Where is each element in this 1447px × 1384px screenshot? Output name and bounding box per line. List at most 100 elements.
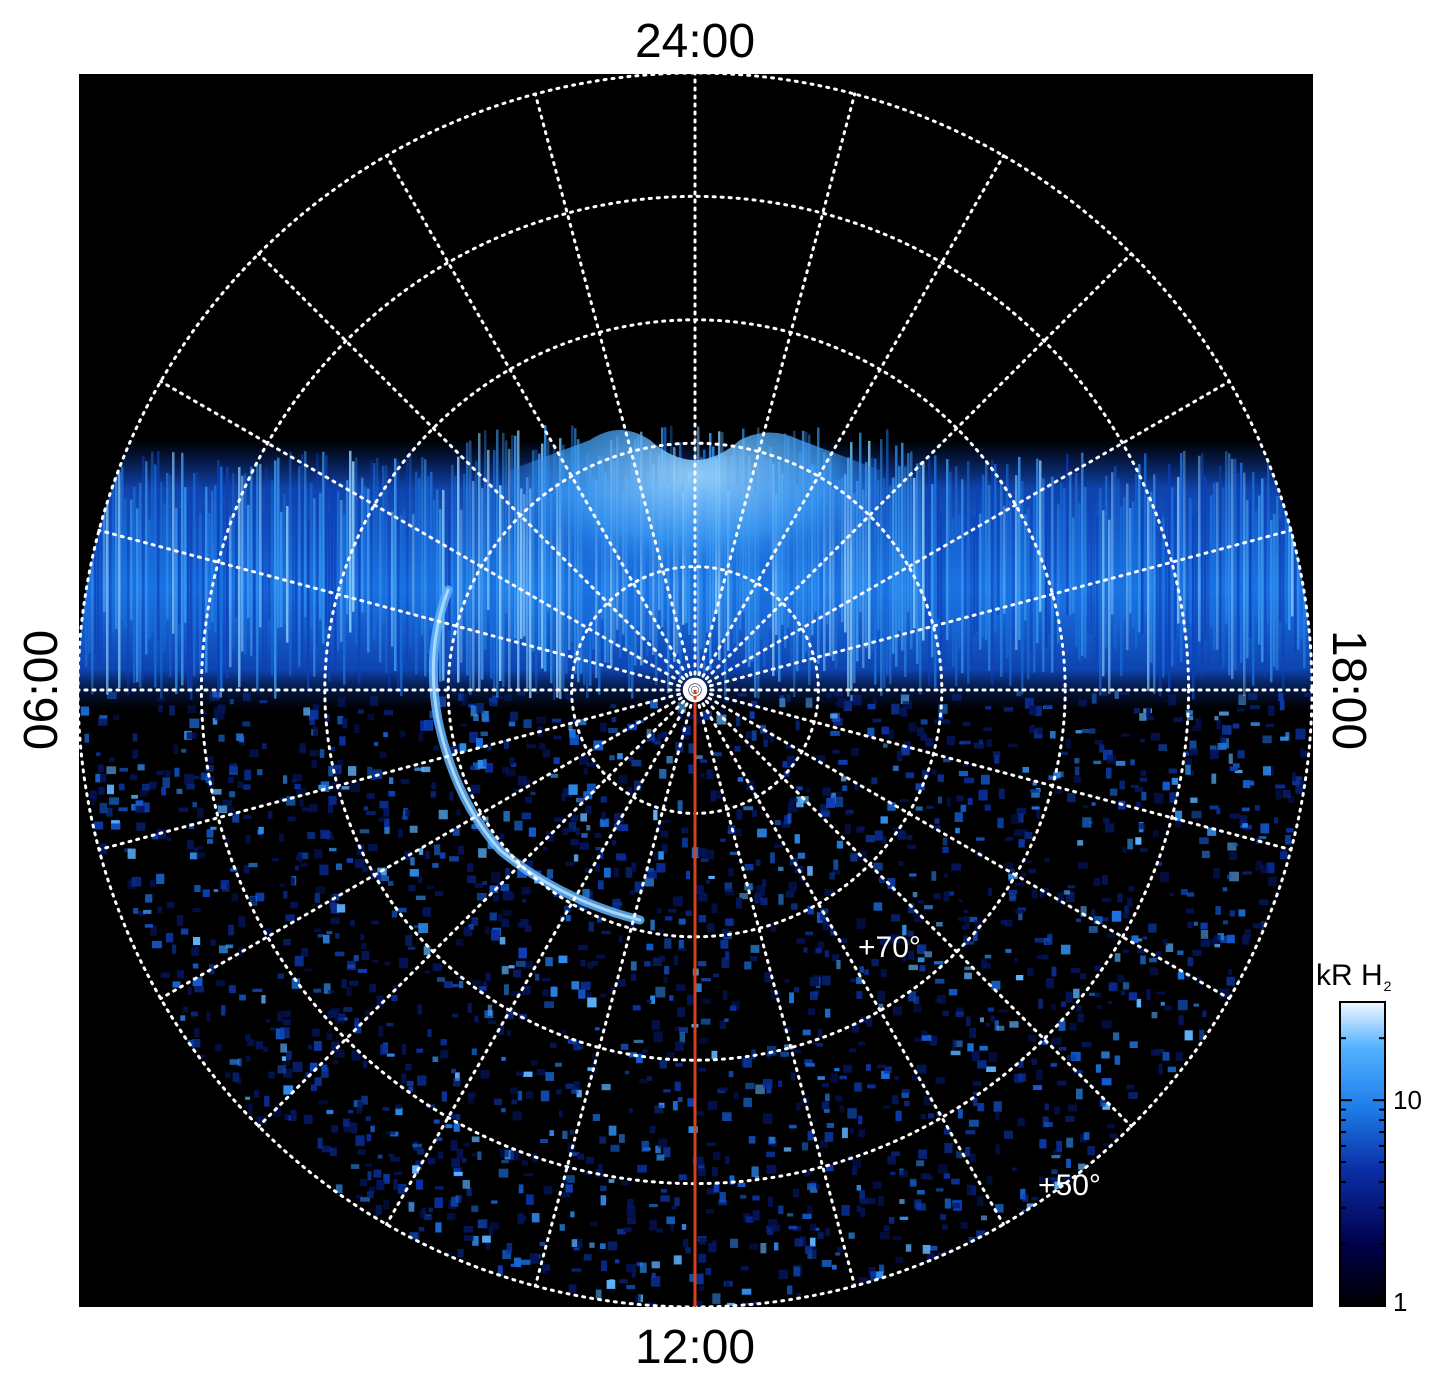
noise-pixel (1054, 789, 1063, 794)
noise-pixel (783, 771, 790, 777)
band-spike (394, 458, 397, 672)
noise-pixel (312, 1028, 320, 1037)
noise-pixel (653, 1031, 663, 1043)
noise-pixel (1026, 860, 1032, 864)
band-spike (1234, 458, 1237, 671)
noise-pixel (544, 1001, 554, 1008)
noise-pixel (719, 710, 727, 714)
band-spike (1282, 498, 1285, 690)
noise-pixel (150, 925, 157, 936)
band-spike (901, 442, 904, 651)
band-spike (850, 442, 853, 691)
noise-pixel (137, 764, 145, 771)
band-spike (1249, 502, 1252, 638)
noise-pixel (107, 784, 114, 795)
noise-pixel (1140, 955, 1146, 965)
noise-pixel (466, 875, 477, 884)
noise-pixel (370, 774, 375, 781)
noise-pixel (522, 985, 530, 996)
noise-pixel (1185, 908, 1194, 914)
noise-pixel (268, 1071, 275, 1079)
noise-pixel (1096, 1005, 1102, 1009)
band-spike (232, 473, 235, 649)
noise-pixel (525, 1091, 533, 1099)
noise-pixel (857, 850, 867, 861)
noise-pixel (1089, 992, 1095, 996)
band-spike (1210, 495, 1213, 627)
noise-pixel (333, 1059, 339, 1065)
noise-pixel (677, 948, 687, 952)
noise-pixel (1091, 802, 1096, 806)
noise-pixel (630, 973, 637, 981)
noise-pixel (675, 984, 686, 991)
noise-pixel (586, 992, 592, 999)
band-spike (1024, 514, 1027, 621)
noise-pixel (694, 1273, 704, 1285)
noise-pixel (222, 799, 232, 807)
noise-pixel (135, 800, 144, 811)
noise-pixel (433, 1119, 440, 1124)
noise-pixel (1151, 1011, 1158, 1019)
noise-pixel (713, 790, 722, 799)
noise-pixel (914, 1199, 922, 1209)
band-spike (550, 493, 553, 684)
noise-pixel (721, 928, 729, 938)
noise-pixel (151, 833, 159, 840)
noise-pixel (1017, 907, 1026, 912)
noise-pixel (956, 795, 964, 802)
noise-pixel (1031, 889, 1038, 899)
noise-pixel (905, 772, 915, 779)
noise-pixel (357, 709, 364, 714)
noise-pixel (573, 1040, 581, 1051)
noise-pixel (623, 1227, 632, 1233)
noise-pixel (279, 797, 285, 802)
band-spike (1081, 452, 1084, 656)
noise-pixel (647, 1302, 657, 1306)
noise-pixel (824, 950, 830, 958)
noise-pixel (722, 990, 728, 1001)
noise-pixel (865, 835, 875, 843)
noise-pixel (888, 1217, 895, 1224)
noise-pixel (653, 809, 658, 821)
band-spike (1297, 478, 1300, 650)
band-spike (334, 480, 337, 672)
noise-pixel (418, 923, 429, 933)
noise-pixel (502, 891, 513, 901)
noise-pixel (1181, 889, 1188, 895)
noise-pixel (608, 1179, 615, 1183)
noise-pixel (523, 778, 530, 786)
noise-pixel (1008, 868, 1015, 873)
noise-pixel (299, 799, 304, 807)
noise-pixel (1234, 769, 1243, 774)
band-spike (142, 455, 145, 681)
band-spike (169, 474, 172, 677)
noise-pixel (401, 1073, 407, 1084)
noise-pixel (713, 1182, 720, 1193)
noise-pixel (501, 918, 510, 928)
band-spike (172, 452, 175, 634)
noise-pixel (979, 1045, 988, 1051)
noise-pixel (217, 805, 228, 814)
band-spike (238, 467, 241, 688)
noise-pixel (474, 1015, 479, 1023)
noise-pixel (1054, 1181, 1062, 1190)
band-spike (853, 492, 856, 684)
noise-pixel (1260, 823, 1270, 834)
band-spike (847, 457, 850, 697)
noise-pixel (696, 1111, 704, 1116)
noise-pixel (539, 1241, 546, 1246)
noise-pixel (522, 898, 527, 903)
noise-pixel (329, 746, 335, 752)
noise-pixel (502, 1249, 511, 1259)
noise-pixel (1028, 1034, 1036, 1042)
noise-pixel (1032, 781, 1037, 786)
noise-pixel (751, 810, 758, 818)
noise-pixel (212, 717, 218, 725)
noise-pixel (311, 760, 317, 768)
noise-pixel (1039, 1040, 1047, 1045)
noise-pixel (1227, 874, 1233, 879)
noise-pixel (937, 1163, 948, 1174)
noise-pixel (914, 1037, 922, 1042)
noise-pixel (880, 969, 887, 977)
noise-pixel (172, 981, 181, 988)
